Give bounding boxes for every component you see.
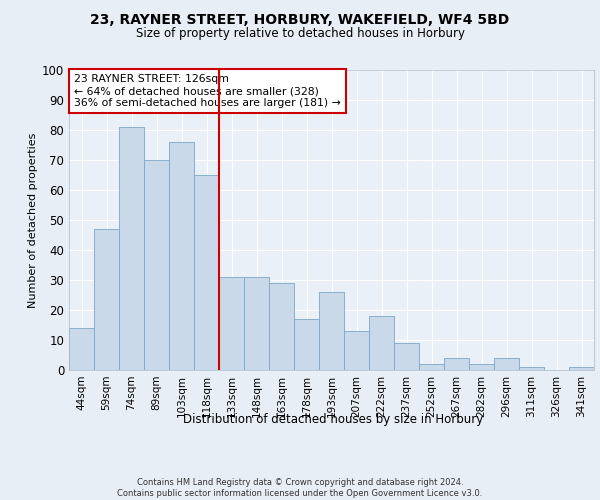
Bar bbox=[344, 331, 369, 370]
Bar bbox=[369, 316, 394, 370]
Bar bbox=[169, 142, 194, 370]
Bar bbox=[494, 358, 519, 370]
Text: 23, RAYNER STREET, HORBURY, WAKEFIELD, WF4 5BD: 23, RAYNER STREET, HORBURY, WAKEFIELD, W… bbox=[91, 12, 509, 26]
Text: Size of property relative to detached houses in Horbury: Size of property relative to detached ho… bbox=[136, 28, 464, 40]
Bar bbox=[319, 292, 344, 370]
Bar bbox=[394, 343, 419, 370]
Bar bbox=[219, 277, 244, 370]
Bar bbox=[194, 175, 219, 370]
Bar bbox=[419, 364, 444, 370]
Text: Distribution of detached houses by size in Horbury: Distribution of detached houses by size … bbox=[183, 412, 483, 426]
Bar bbox=[444, 358, 469, 370]
Text: Contains HM Land Registry data © Crown copyright and database right 2024.
Contai: Contains HM Land Registry data © Crown c… bbox=[118, 478, 482, 498]
Bar bbox=[94, 229, 119, 370]
Y-axis label: Number of detached properties: Number of detached properties bbox=[28, 132, 38, 308]
Bar bbox=[144, 160, 169, 370]
Text: 23 RAYNER STREET: 126sqm
← 64% of detached houses are smaller (328)
36% of semi-: 23 RAYNER STREET: 126sqm ← 64% of detach… bbox=[74, 74, 341, 108]
Bar bbox=[244, 277, 269, 370]
Bar bbox=[69, 328, 94, 370]
Bar bbox=[294, 319, 319, 370]
Bar bbox=[519, 367, 544, 370]
Bar bbox=[469, 364, 494, 370]
Bar bbox=[119, 127, 144, 370]
Bar bbox=[269, 283, 294, 370]
Bar bbox=[569, 367, 594, 370]
